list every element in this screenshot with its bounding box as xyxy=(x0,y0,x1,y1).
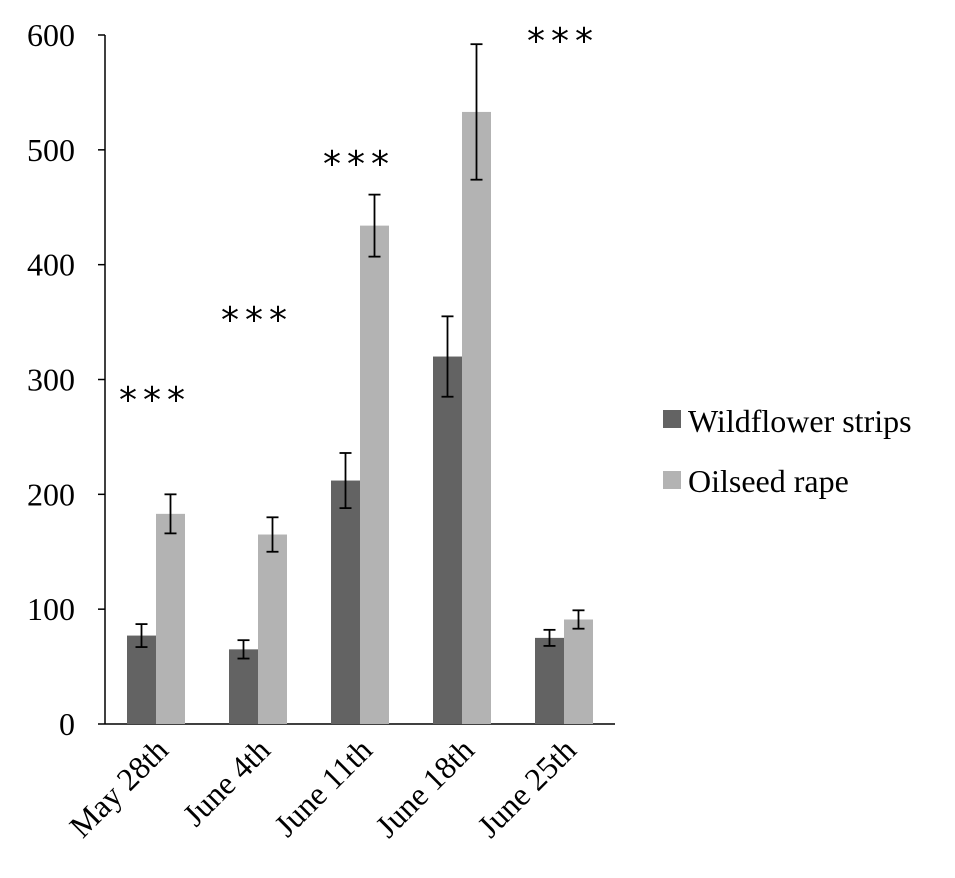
x-category-label: June 18th xyxy=(368,731,481,844)
error-bar xyxy=(135,623,148,648)
error-bars xyxy=(135,43,585,660)
bar-wildflower-strips xyxy=(535,637,564,724)
error-bar xyxy=(470,43,483,181)
legend-label-wildflower-strips: Wildflower strips xyxy=(688,403,912,439)
legend-label-oilseed-rape: Oilseed rape xyxy=(688,463,849,499)
y-tick-label: 100 xyxy=(27,591,75,627)
error-bar xyxy=(164,493,177,535)
bar-oilseed-rape xyxy=(258,534,287,724)
x-category-label: June 25th xyxy=(470,731,583,844)
significance-marker: *** xyxy=(323,144,395,185)
error-bar xyxy=(339,452,352,510)
bar-wildflower-strips xyxy=(229,649,258,724)
error-bar xyxy=(237,639,250,660)
significance-marker: *** xyxy=(221,300,293,341)
error-bar xyxy=(441,315,454,398)
y-tick-label: 0 xyxy=(59,706,75,742)
bar-wildflower-strips xyxy=(433,356,462,724)
bar-wildflower-strips xyxy=(331,480,360,724)
bars xyxy=(127,111,593,724)
x-category-label: June 4th xyxy=(175,731,277,833)
error-bar xyxy=(266,516,279,553)
bar-wildflower-strips xyxy=(127,635,156,724)
x-category-label: June 11th xyxy=(267,731,379,843)
error-bar xyxy=(572,609,585,630)
legend: Wildflower strips Oilseed rape xyxy=(663,403,912,499)
error-bar xyxy=(368,193,381,258)
x-category-label: May 28th xyxy=(62,731,175,844)
bar-oilseed-rape xyxy=(462,111,491,724)
legend-swatch-wildflower-strips xyxy=(663,410,681,428)
y-tick-label: 300 xyxy=(27,362,75,398)
significance-marker: *** xyxy=(119,380,191,421)
y-axis-ticks: 0 100 200 300 400 500 600 xyxy=(27,17,105,742)
bar-oilseed-rape xyxy=(360,225,389,724)
y-tick-label: 400 xyxy=(27,247,75,283)
plot-area: 0 100 200 300 400 500 600 *** *** *** *** May 28t… xyxy=(27,17,615,844)
y-tick-label: 600 xyxy=(27,17,75,53)
y-tick-label: 200 xyxy=(27,476,75,512)
bar-oilseed-rape xyxy=(156,513,185,724)
y-tick-label: 500 xyxy=(27,132,75,168)
legend-swatch-oilseed-rape xyxy=(663,471,681,489)
significance-markers: *** *** *** *** xyxy=(119,21,599,421)
error-bar xyxy=(543,628,556,647)
significance-marker: *** xyxy=(527,21,599,62)
bar-oilseed-rape xyxy=(564,619,593,724)
